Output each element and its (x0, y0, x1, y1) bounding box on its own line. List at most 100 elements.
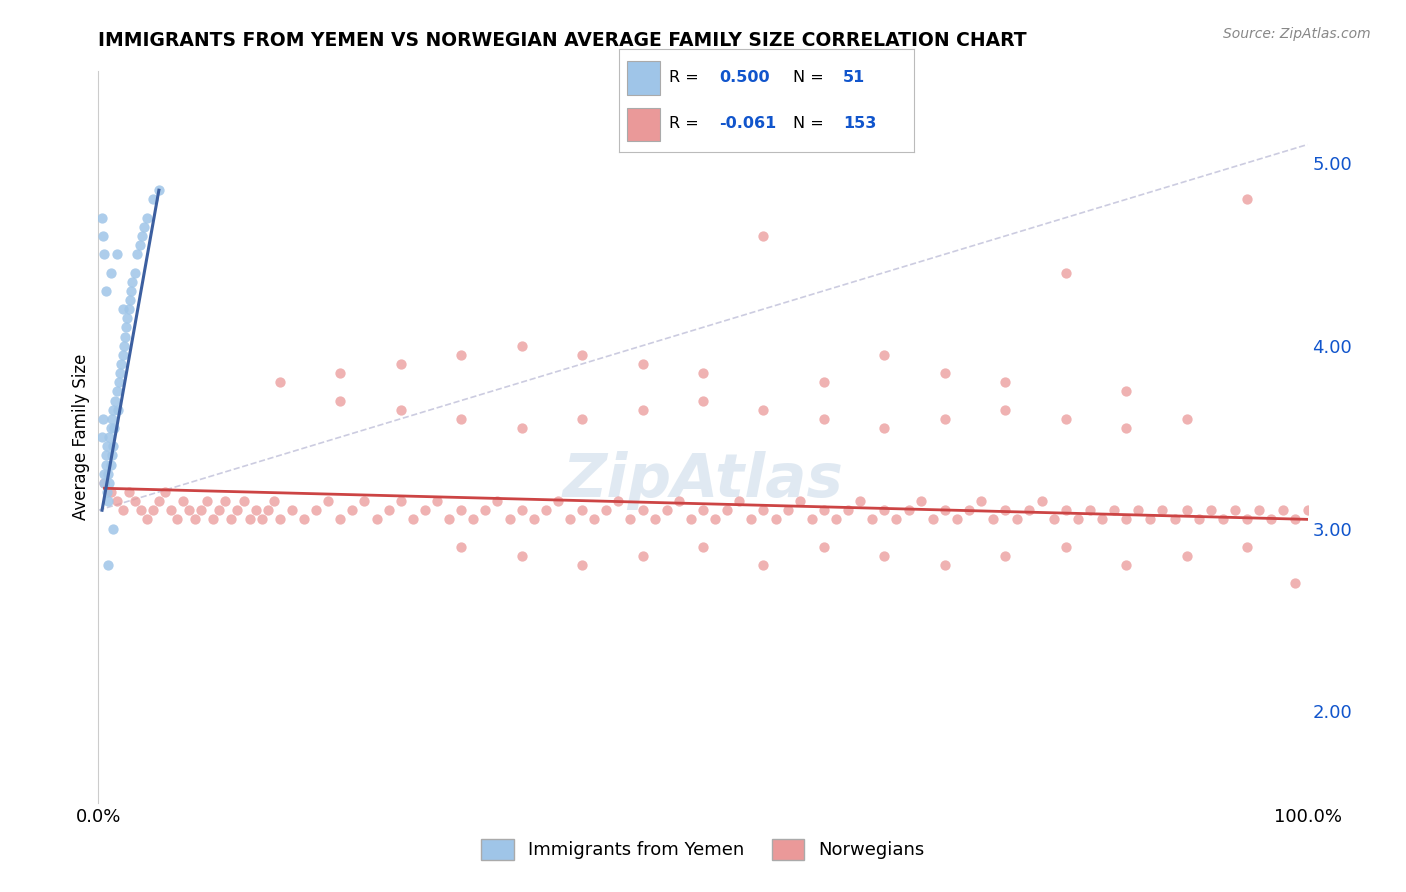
Point (510, 549, 533, 563)
Point (704, 512, 727, 526)
Point (91, 430, 114, 444)
Point (607, 494, 630, 508)
Point (1042, 512, 1064, 526)
Point (825, 512, 848, 526)
Point (202, 512, 225, 526)
Point (752, 229, 775, 244)
Point (281, 503, 304, 517)
Point (994, 402, 1017, 417)
Point (1188, 512, 1211, 526)
Point (353, 494, 375, 508)
Point (148, 183, 170, 197)
Point (100, 421, 122, 435)
Point (208, 503, 231, 517)
Point (1152, 503, 1174, 517)
Point (103, 421, 125, 435)
Point (377, 503, 399, 517)
Point (957, 503, 980, 517)
Point (740, 512, 762, 526)
Point (1067, 512, 1090, 526)
Point (860, 512, 883, 526)
Point (292, 512, 315, 526)
Point (245, 503, 267, 517)
Point (1031, 494, 1053, 508)
Point (1175, 503, 1198, 517)
Point (101, 439, 124, 453)
Point (256, 503, 278, 517)
Point (389, 402, 412, 417)
Point (108, 375, 131, 389)
Point (96, 485, 118, 500)
Point (105, 494, 128, 508)
Point (534, 503, 557, 517)
Point (100, 485, 122, 500)
Point (437, 512, 460, 526)
Point (1175, 549, 1198, 563)
Point (101, 402, 124, 417)
Point (583, 512, 606, 526)
Point (450, 503, 472, 517)
Point (134, 219, 156, 234)
Point (91, 229, 114, 244)
Point (1272, 503, 1295, 517)
Point (934, 503, 956, 517)
Point (329, 512, 352, 526)
Point (595, 503, 617, 517)
Point (305, 503, 328, 517)
Point (934, 366, 956, 380)
Point (510, 421, 533, 435)
Text: ZipAtlas: ZipAtlas (562, 451, 844, 510)
Point (1260, 512, 1282, 526)
Point (510, 503, 533, 517)
Point (402, 512, 425, 526)
Point (135, 512, 157, 526)
Point (765, 512, 787, 526)
Point (631, 503, 654, 517)
Point (91, 211, 114, 225)
Point (728, 494, 751, 508)
Point (93, 467, 115, 481)
Point (450, 348, 472, 362)
Point (994, 375, 1017, 389)
Point (644, 512, 666, 526)
Point (474, 503, 496, 517)
Point (172, 494, 194, 508)
Text: IMMIGRANTS FROM YEMEN VS NORWEGIAN AVERAGE FAMILY SIZE CORRELATION CHART: IMMIGRANTS FROM YEMEN VS NORWEGIAN AVERA… (98, 31, 1026, 50)
Point (135, 211, 157, 225)
Point (160, 503, 183, 517)
Point (269, 512, 291, 526)
Text: -0.061: -0.061 (718, 117, 776, 131)
Point (104, 393, 127, 408)
Point (873, 503, 896, 517)
Point (970, 494, 993, 508)
Point (837, 503, 859, 517)
Point (96, 439, 118, 453)
Point (121, 275, 143, 289)
Point (118, 485, 141, 500)
Point (934, 558, 956, 573)
Point (1128, 503, 1150, 517)
Point (100, 412, 122, 426)
Point (239, 512, 262, 526)
Point (910, 494, 932, 508)
Point (120, 284, 142, 298)
Point (91, 412, 114, 426)
Point (631, 357, 654, 371)
Point (190, 503, 212, 517)
FancyBboxPatch shape (627, 108, 659, 141)
Point (111, 301, 134, 317)
Point (107, 402, 129, 417)
Point (93, 247, 115, 261)
Point (1236, 512, 1258, 526)
Point (1284, 576, 1306, 591)
Point (1102, 503, 1125, 517)
Point (1296, 503, 1319, 517)
Point (93, 475, 115, 490)
Point (897, 503, 920, 517)
Point (1091, 512, 1114, 526)
Text: R =: R = (669, 70, 704, 86)
Point (166, 512, 188, 526)
Point (1054, 503, 1077, 517)
Point (413, 503, 436, 517)
Point (100, 265, 122, 279)
